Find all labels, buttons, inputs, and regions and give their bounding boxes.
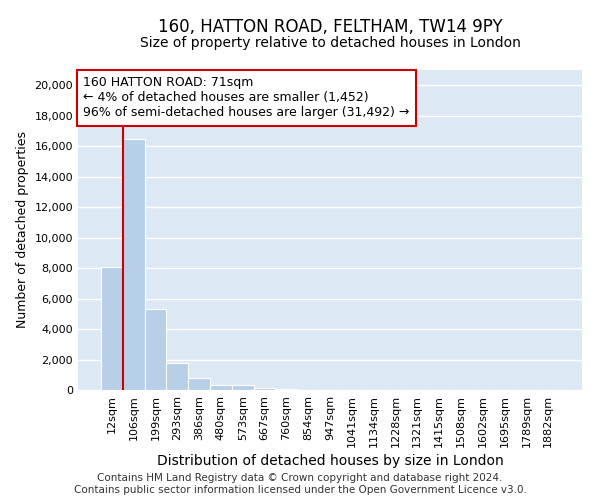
Bar — [188, 378, 210, 390]
Bar — [123, 138, 145, 390]
Bar — [210, 386, 232, 390]
Bar — [101, 266, 123, 390]
Text: 160, HATTON ROAD, FELTHAM, TW14 9PY: 160, HATTON ROAD, FELTHAM, TW14 9PY — [158, 18, 502, 36]
Text: 160 HATTON ROAD: 71sqm
← 4% of detached houses are smaller (1,452)
96% of semi-d: 160 HATTON ROAD: 71sqm ← 4% of detached … — [83, 76, 409, 120]
Bar — [145, 309, 166, 390]
Text: Size of property relative to detached houses in London: Size of property relative to detached ho… — [140, 36, 520, 50]
Y-axis label: Number of detached properties: Number of detached properties — [16, 132, 29, 328]
Text: Contains HM Land Registry data © Crown copyright and database right 2024.
Contai: Contains HM Land Registry data © Crown c… — [74, 474, 526, 495]
Bar — [275, 389, 297, 390]
Bar — [254, 388, 275, 390]
X-axis label: Distribution of detached houses by size in London: Distribution of detached houses by size … — [157, 454, 503, 468]
Bar — [232, 386, 254, 390]
Bar — [166, 362, 188, 390]
